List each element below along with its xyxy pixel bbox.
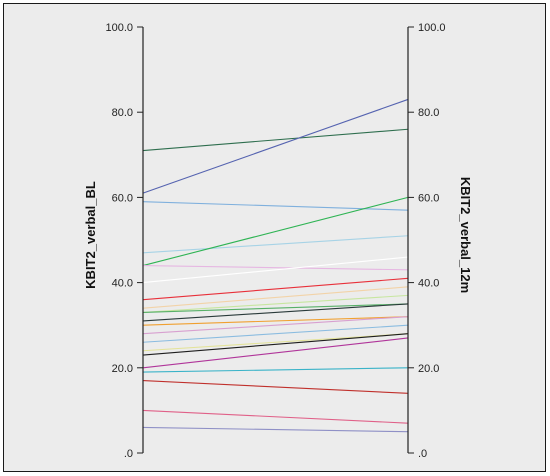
series-line-14	[142, 316, 409, 335]
right-tick-label: 20.0	[418, 363, 439, 375]
series-line-13	[142, 316, 409, 326]
series-line-17	[142, 333, 409, 356]
right-axis-ticks: .0 20.0 40.0 60.0 80.0 100.0	[408, 22, 446, 460]
series-line-11	[142, 303, 409, 313]
series-line-20	[142, 380, 409, 394]
series-line-18	[142, 337, 409, 369]
left-tick-label: 60.0	[112, 192, 133, 204]
series-line-2	[142, 98, 409, 194]
series-line-3	[142, 201, 409, 211]
right-tick-label: .0	[418, 448, 427, 460]
series-line-19	[142, 367, 409, 373]
right-axis-label: KBIT2_verbal_12m	[458, 177, 473, 293]
series-line-4	[142, 235, 409, 254]
series-line-22	[142, 426, 409, 433]
series-line-5	[142, 196, 409, 267]
series-lines	[142, 98, 409, 433]
right-tick-label: 40.0	[418, 278, 439, 290]
left-axis-ticks: .0 20.0 40.0 60.0 80.0 100.0	[105, 22, 143, 460]
series-line-8	[142, 277, 409, 301]
right-tick-label: 100.0	[418, 22, 446, 34]
series-line-7	[142, 256, 409, 284]
left-tick-label: 20.0	[112, 363, 133, 375]
series-line-9	[142, 286, 409, 309]
series-line-15	[142, 324, 409, 343]
left-tick-label: 100.0	[105, 22, 133, 34]
left-tick-label: 80.0	[112, 107, 133, 119]
chart-frame	[3, 3, 546, 472]
right-tick-label: 60.0	[418, 192, 439, 204]
series-line-16	[142, 333, 409, 352]
left-tick-label: 40.0	[112, 278, 133, 290]
series-line-10	[142, 294, 409, 313]
right-tick-label: 80.0	[418, 107, 439, 119]
left-tick-label: .0	[124, 448, 133, 460]
series-line-12	[142, 303, 409, 322]
series-line-6	[142, 265, 409, 271]
series-line-21	[142, 409, 409, 424]
series-line-1	[142, 128, 409, 152]
left-axis-label: KBIT2_verbal_BL	[83, 181, 98, 289]
